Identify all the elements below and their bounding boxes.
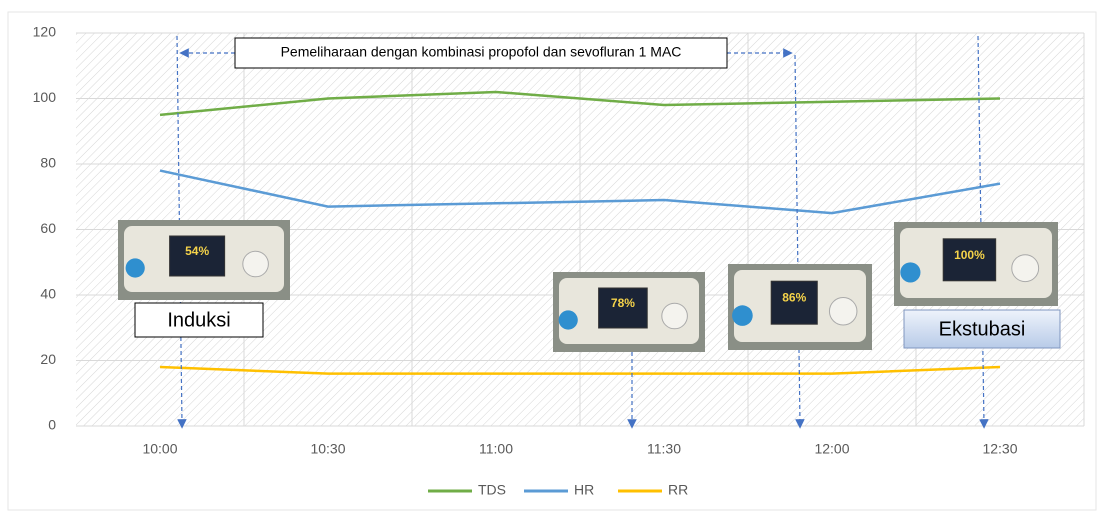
- device-reading: 54%: [185, 244, 209, 258]
- y-tick-label: 0: [48, 417, 56, 433]
- device-knob: [243, 251, 269, 277]
- x-tick-label: 12:30: [982, 441, 1017, 457]
- device-knob: [662, 303, 688, 329]
- device-sensor: [732, 305, 753, 326]
- y-tick-label: 40: [40, 286, 56, 302]
- x-tick-label: 11:30: [647, 441, 681, 457]
- device-reading: 78%: [611, 296, 635, 310]
- legend-label: RR: [668, 482, 688, 498]
- y-tick-label: 60: [40, 220, 56, 236]
- device-sensor: [559, 310, 578, 329]
- annotation-text: Pemeliharaan dengan kombinasi propofol d…: [281, 44, 682, 60]
- y-tick-label: 80: [40, 155, 56, 171]
- x-tick-label: 12:00: [814, 441, 849, 457]
- device-knob: [1012, 255, 1039, 282]
- x-tick-label: 10:00: [142, 441, 177, 457]
- y-tick-label: 20: [40, 351, 56, 367]
- device-sensor: [900, 262, 920, 282]
- legend-label: TDS: [478, 482, 506, 498]
- device-sensor: [126, 258, 145, 277]
- device-reading: 86%: [782, 291, 806, 305]
- x-tick-label: 11:00: [479, 441, 513, 457]
- extubation-label: Ekstubasi: [939, 318, 1026, 340]
- x-tick-label: 10:30: [310, 441, 345, 457]
- chart: 0 20 40 60 80 100 120 10:00 10:30 11:00 11:30 12:00…: [0, 0, 1102, 514]
- device-knob: [829, 298, 857, 326]
- y-tick-label: 100: [33, 89, 57, 105]
- induction-label: Induksi: [167, 309, 230, 331]
- y-tick-label: 120: [33, 24, 57, 40]
- device-reading: 100%: [954, 248, 985, 262]
- legend-label: HR: [574, 482, 594, 498]
